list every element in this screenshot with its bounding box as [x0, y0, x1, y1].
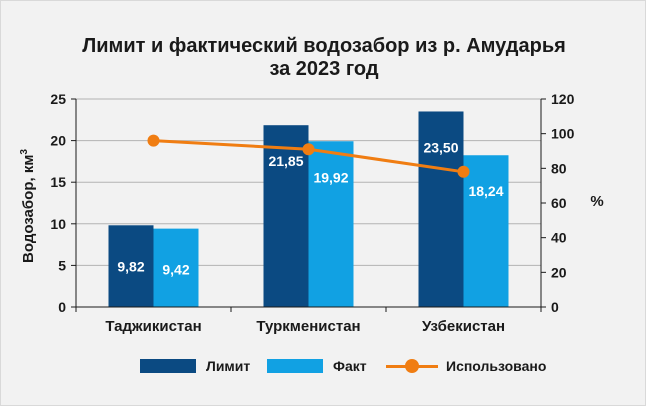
legend-swatch-fact — [267, 359, 323, 373]
bars — [108, 111, 509, 307]
y-right-tick-label: 80 — [551, 160, 567, 176]
legend-marker-used — [386, 359, 438, 373]
bar-limit — [108, 225, 154, 307]
y-left-tick-label: 15 — [50, 174, 66, 190]
y-left-tick-label: 0 — [58, 299, 66, 315]
usage-series — [147, 134, 470, 178]
y-right-tick-label: 100 — [551, 126, 575, 142]
usage-point — [147, 134, 160, 147]
legend: Лимит Факт Использовано — [1, 355, 646, 377]
legend-item-used: Использовано — [386, 355, 546, 377]
y-axis-right-label: % — [590, 193, 603, 210]
x-category-label: Таджикистан — [105, 318, 201, 335]
y-right-tick-label: 20 — [551, 264, 567, 280]
chart-title: Лимит и фактический водозабор из р. Амуд… — [1, 35, 646, 81]
bar-limit — [418, 111, 464, 307]
y-axis-left-label: Водозабор, км3 — [19, 149, 37, 263]
x-category-label: Узбекистан — [422, 318, 505, 335]
y-right-tick-label: 0 — [551, 299, 559, 315]
data-label-fact: 19,92 — [313, 169, 348, 185]
data-label-limit: 9,82 — [117, 258, 144, 274]
data-label-fact: 9,42 — [162, 262, 189, 278]
y-left-tick-label: 20 — [50, 133, 66, 149]
data-label-limit: 21,85 — [268, 153, 303, 169]
y-right-tick-label: 120 — [551, 91, 575, 107]
bar-limit — [263, 125, 309, 307]
data-label-fact: 18,24 — [468, 183, 503, 199]
y-left-tick-label: 5 — [58, 257, 66, 273]
usage-point — [302, 143, 315, 156]
chart-title-line-2: за 2023 год — [269, 58, 379, 80]
y-right-tick-label: 40 — [551, 230, 567, 246]
y-left-tick-label: 25 — [50, 91, 66, 107]
chart-title-line-1: Лимит и фактический водозабор из р. Амуд… — [82, 35, 566, 57]
data-labels: 9,82 9,42 21,85 19,92 23,50 18,24 — [117, 139, 503, 277]
tick-labels: 0 5 10 15 20 25 0 20 40 60 80 100 120 Таджикистан Турк… — [50, 91, 574, 335]
y-right-tick-label: 60 — [551, 195, 567, 211]
legend-swatch-limit — [140, 359, 196, 373]
data-label-limit: 23,50 — [423, 139, 458, 155]
legend-label-fact: Факт — [333, 358, 367, 374]
bar-fact — [308, 141, 354, 307]
legend-label-used: Использовано — [446, 358, 547, 374]
usage-point — [457, 165, 470, 178]
legend-item-fact: Факт — [267, 355, 367, 377]
bar-fact — [153, 228, 199, 307]
bar-fact — [463, 155, 509, 307]
legend-label-limit: Лимит — [206, 358, 251, 374]
y-left-tick-label: 10 — [50, 216, 66, 232]
x-category-label: Туркменистан — [256, 318, 360, 335]
legend-item-limit: Лимит — [140, 355, 250, 377]
